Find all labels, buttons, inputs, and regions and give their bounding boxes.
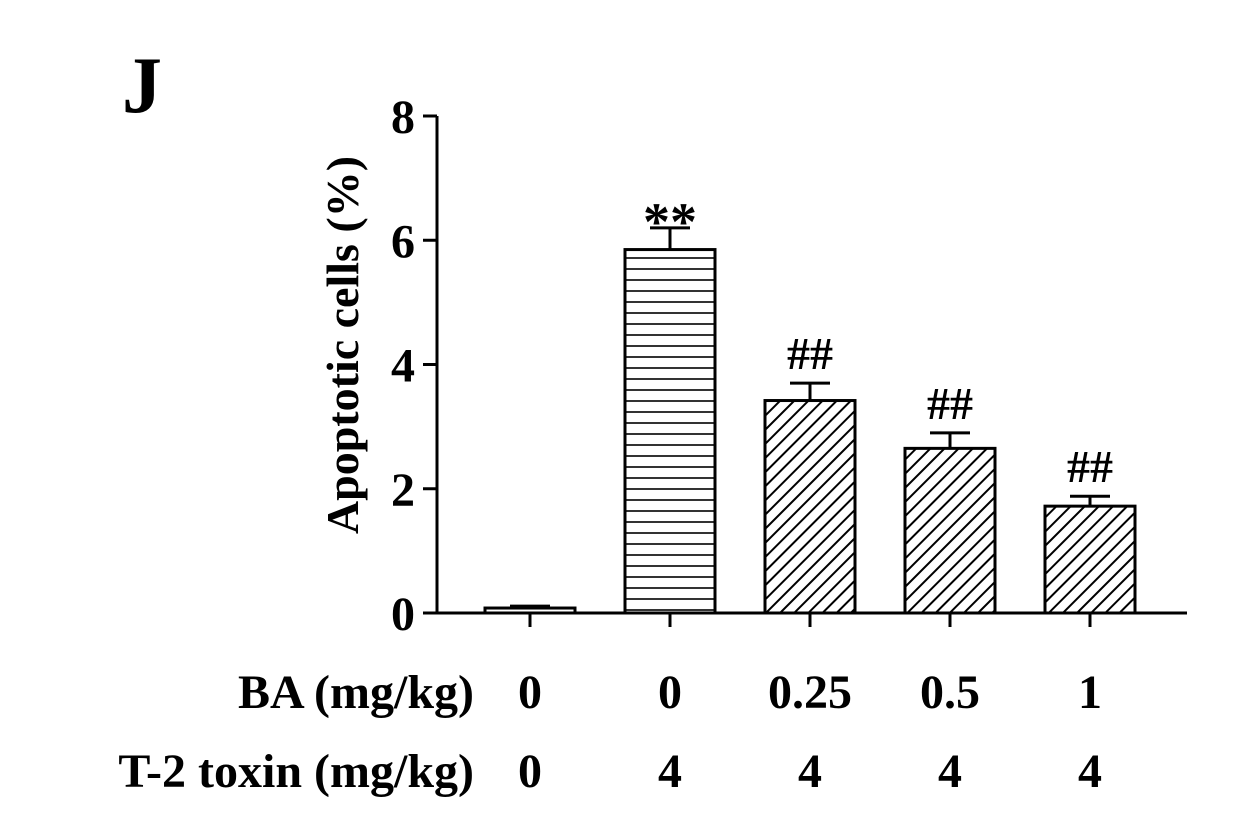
row-value: 1 bbox=[1078, 666, 1102, 719]
row-value: 4 bbox=[798, 745, 822, 798]
row-value: 4 bbox=[1078, 745, 1102, 798]
significance-annotations: ** ## ## ## bbox=[643, 192, 1113, 492]
significance-marker: ** bbox=[643, 192, 697, 252]
bar bbox=[623, 248, 717, 615]
bars bbox=[483, 248, 1137, 615]
y-axis-label: Apoptotic cells (%) bbox=[317, 156, 368, 534]
row-label: T-2 toxin (mg/kg) bbox=[118, 745, 474, 798]
row-value: 0 bbox=[658, 666, 682, 719]
bar bbox=[763, 399, 857, 615]
row-value: 0 bbox=[518, 666, 542, 719]
y-tick-label: 8 bbox=[391, 91, 415, 144]
row-value: 4 bbox=[658, 745, 682, 798]
error-bars bbox=[510, 226, 1110, 609]
x-axis bbox=[437, 611, 1187, 627]
row-value: 0.5 bbox=[920, 666, 980, 719]
bar bbox=[903, 446, 997, 615]
panel-label: J bbox=[122, 42, 162, 130]
y-tick-label: 0 bbox=[391, 588, 415, 641]
row-value: 4 bbox=[938, 745, 962, 798]
significance-marker: ## bbox=[927, 378, 973, 429]
row-label: BA (mg/kg) bbox=[238, 666, 474, 719]
row-value: 0 bbox=[518, 745, 542, 798]
y-tick-label: 4 bbox=[391, 340, 415, 393]
significance-marker: ## bbox=[1067, 441, 1113, 492]
treatment-table: BA (mg/kg) 0 0 0.25 0.5 1 T-2 toxin (mg/kg) 0 4 4… bbox=[118, 666, 1102, 798]
row-value: 0.25 bbox=[768, 666, 852, 719]
significance-marker: ## bbox=[787, 328, 833, 379]
bar bbox=[1043, 504, 1137, 615]
y-tick-label: 2 bbox=[391, 464, 415, 517]
y-axis: 0 2 4 6 8 bbox=[391, 91, 439, 641]
bar bbox=[483, 606, 577, 615]
y-tick-label: 6 bbox=[391, 215, 415, 268]
